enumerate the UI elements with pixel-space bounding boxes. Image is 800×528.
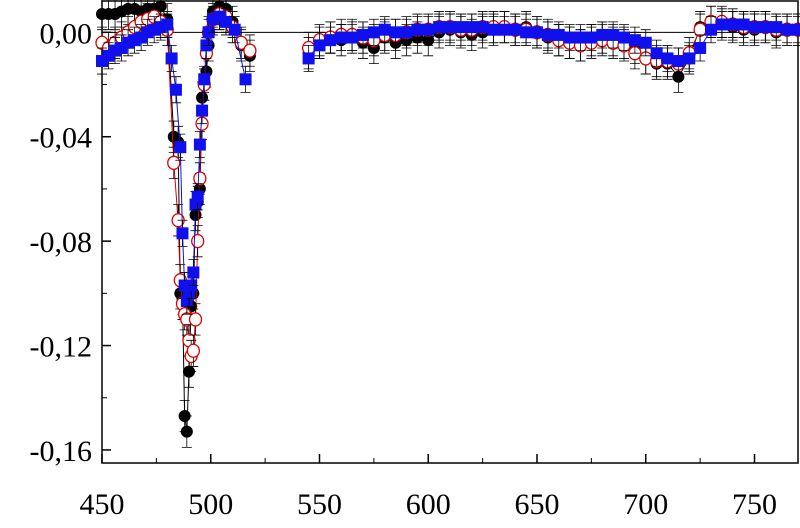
data-point: [219, 15, 232, 28]
data-point: [726, 18, 739, 31]
data-point: [378, 23, 391, 36]
data-point: [154, 21, 167, 34]
y-tick-label: -0,04: [30, 122, 93, 155]
data-point: [193, 171, 207, 186]
data-point: [191, 233, 205, 249]
data-point: [563, 31, 576, 44]
axis-ticks: [101, 31, 756, 463]
x-tick-label: 500: [188, 488, 233, 521]
data-point: [335, 31, 348, 44]
data-point: [302, 52, 315, 65]
data-point: [167, 155, 181, 170]
y-tick-label: -0,12: [30, 331, 93, 364]
data-point: [174, 141, 187, 154]
data-point: [346, 31, 359, 44]
data-point: [389, 26, 402, 39]
data-point: [541, 28, 554, 41]
series-layer: [95, 0, 800, 448]
data-point: [759, 21, 772, 34]
data-point: [239, 73, 252, 86]
data-point: [520, 26, 533, 39]
data-point: [454, 21, 467, 34]
data-point: [186, 343, 201, 358]
data-point: [737, 18, 750, 31]
data-point: [400, 26, 413, 39]
data-point: [243, 43, 257, 58]
data-point: [694, 41, 707, 54]
data-point: [683, 52, 696, 65]
data-point: [487, 23, 500, 36]
data-point: [792, 23, 800, 36]
data-point: [191, 190, 204, 203]
x-tick-label: 700: [623, 488, 668, 521]
series-1: [96, 0, 800, 448]
data-point: [422, 23, 435, 36]
data-point: [476, 21, 489, 34]
x-axis-tick-labels: 450 500 550 600 650 700 750: [80, 488, 778, 521]
data-point: [531, 26, 543, 39]
data-point: [715, 18, 728, 31]
x-tick-label: 450: [80, 488, 125, 521]
data-point: [552, 28, 565, 41]
data-point: [465, 21, 478, 34]
data-point: [313, 39, 326, 52]
data-point: [509, 23, 522, 36]
data-point: [748, 21, 761, 34]
data-point: [367, 26, 380, 39]
data-point: [357, 28, 369, 41]
data-point: [639, 36, 652, 49]
data-point: [193, 138, 206, 151]
y-tick-label: 0,00: [40, 17, 93, 50]
data-point: [324, 34, 337, 47]
data-point: [433, 21, 446, 34]
data-point: [693, 22, 707, 37]
x-tick-label: 550: [297, 488, 342, 521]
data-point: [165, 52, 178, 65]
data-point: [498, 23, 511, 36]
x-tick-label: 600: [406, 488, 451, 521]
y-tick-label: -0,08: [30, 226, 93, 259]
data-point: [650, 47, 663, 60]
data-point: [228, 23, 241, 36]
x-tick-label: 650: [515, 488, 560, 521]
x-tick-label: 750: [732, 488, 777, 521]
data-point: [180, 425, 193, 438]
data-point: [198, 73, 211, 86]
y-axis-tick-labels: 0,00 -0,04 -0,08 -0,12 -0,16: [30, 17, 93, 468]
data-point: [770, 21, 783, 34]
data-point: [607, 28, 620, 41]
data-point: [705, 23, 717, 36]
data-point: [169, 83, 182, 96]
data-point: [444, 21, 456, 34]
data-point: [187, 266, 200, 279]
data-point: [628, 34, 641, 47]
plot-frame: [101, 0, 799, 464]
series-3: [96, 3, 800, 315]
data-point: [196, 104, 209, 117]
y-tick-label: -0,16: [30, 435, 93, 468]
data-point: [188, 312, 203, 327]
data-point: [585, 31, 598, 44]
data-point: [176, 227, 189, 240]
data-point: [411, 23, 424, 36]
data-point: [596, 28, 609, 41]
data-point: [661, 52, 674, 65]
data-point: [672, 55, 685, 68]
data-point: [618, 31, 630, 44]
data-point: [781, 23, 794, 36]
data-point: [574, 31, 587, 44]
data-point: [161, 18, 174, 31]
